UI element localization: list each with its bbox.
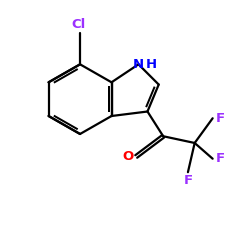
Text: Cl: Cl (72, 18, 86, 32)
Text: F: F (183, 174, 192, 186)
Text: H: H (145, 58, 156, 71)
Text: N: N (133, 58, 144, 71)
Text: F: F (216, 152, 225, 165)
Text: O: O (123, 150, 134, 163)
Text: F: F (216, 112, 225, 125)
